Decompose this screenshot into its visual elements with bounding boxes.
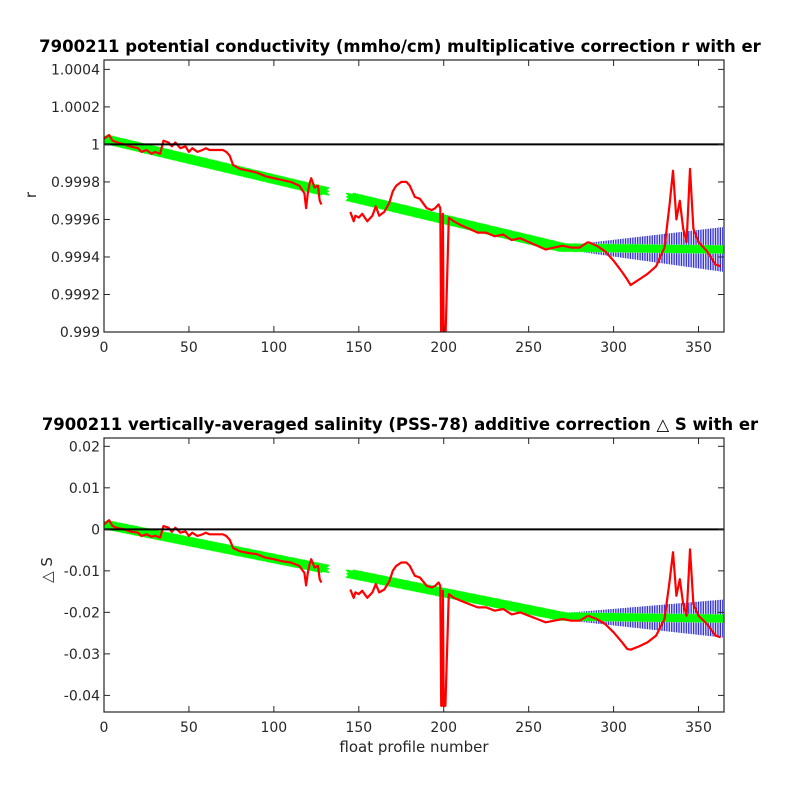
x-tick-label: 100 — [260, 720, 287, 736]
chart-title: 7900211 vertically-averaged salinity (PS… — [42, 415, 759, 434]
fit-line — [104, 135, 326, 195]
axes-frame — [103, 59, 725, 333]
x-tick-label: 150 — [345, 720, 372, 736]
chart-panel-salinity: 7900211 vertically-averaged salinity (PS… — [38, 415, 759, 756]
raw-correction-line — [104, 133, 323, 210]
x-tick-label: 50 — [180, 340, 198, 356]
x-tick-label: 300 — [600, 720, 627, 736]
x-tick-label: 200 — [430, 720, 457, 736]
raw-correction-line — [349, 561, 589, 707]
x-tick-label: 350 — [685, 720, 712, 736]
y-tick-label: -0.01 — [64, 564, 100, 580]
x-axis-label: float profile number — [339, 738, 489, 756]
x-tick-label: 300 — [600, 340, 627, 356]
y-tick-label: 0.9996 — [51, 212, 100, 228]
y-tick-label: 1.0002 — [51, 100, 100, 116]
y-tick-label: 0.9994 — [51, 250, 100, 266]
y-axis-label: △ S — [38, 557, 56, 583]
y-tick-label: 0 — [91, 522, 100, 538]
y-tick-label: 1.0004 — [51, 62, 100, 78]
x-tick-label: 0 — [100, 720, 109, 736]
y-tick-label: -0.04 — [64, 688, 100, 704]
x-tick-label: 350 — [685, 340, 712, 356]
plot-area — [104, 519, 724, 707]
x-tick-label: 100 — [260, 340, 287, 356]
y-tick-label: -0.02 — [64, 605, 100, 621]
y-tick-label: 0.01 — [69, 481, 100, 497]
x-tick-label: 0 — [100, 340, 109, 356]
raw-correction-line — [104, 519, 323, 587]
axes-frame — [103, 437, 725, 713]
x-tick-label: 50 — [180, 720, 198, 736]
y-tick-label: 0.02 — [69, 439, 100, 455]
raw-correction-line — [349, 180, 589, 332]
x-tick-label: 150 — [345, 340, 372, 356]
y-axis-label: r — [22, 191, 40, 198]
y-tick-label: -0.03 — [64, 647, 100, 663]
y-tick-label: 1 — [91, 137, 100, 153]
fit-line — [562, 244, 724, 253]
chart-panel-conductivity: 7900211 potential conductivity (mmho/cm)… — [22, 37, 762, 356]
fit-line — [349, 570, 564, 620]
x-tick-label: 250 — [515, 340, 542, 356]
plot-area — [104, 133, 724, 332]
raw-correction-line — [587, 167, 721, 287]
y-tick-label: 0.9992 — [51, 287, 100, 303]
y-tick-label: 0.9998 — [51, 175, 100, 191]
x-tick-label: 200 — [430, 340, 457, 356]
raw-correction-line — [587, 548, 721, 651]
x-tick-label: 250 — [515, 720, 542, 736]
y-tick-label: 0.999 — [60, 325, 100, 341]
chart-title: 7900211 potential conductivity (mmho/cm)… — [39, 37, 761, 56]
